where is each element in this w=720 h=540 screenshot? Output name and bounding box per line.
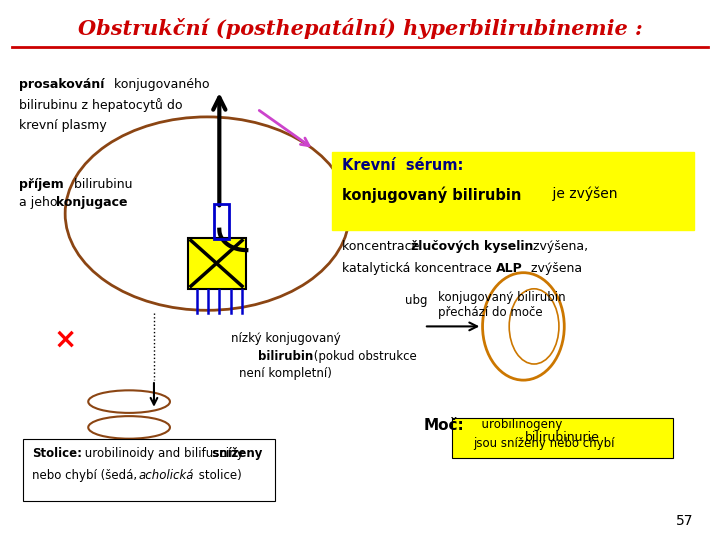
Text: krevní plasmy: krevní plasmy	[19, 118, 107, 132]
Text: acholická: acholická	[138, 469, 194, 482]
Text: bilirubin: bilirubin	[258, 349, 314, 362]
Text: bilirubinurie: bilirubinurie	[525, 431, 600, 444]
Text: 57: 57	[676, 514, 694, 528]
Text: žlučových kyselin: žlučových kyselin	[411, 240, 534, 253]
Text: sníženy: sníženy	[208, 447, 262, 460]
Text: není kompletní): není kompletní)	[239, 367, 332, 380]
Text: (pokud obstrukce: (pokud obstrukce	[310, 349, 417, 362]
Text: ubg: ubg	[405, 294, 428, 307]
FancyBboxPatch shape	[188, 238, 246, 289]
Text: urobilinogeny: urobilinogeny	[474, 418, 562, 431]
Text: konjugace: konjugace	[56, 196, 127, 209]
Text: stolice): stolice)	[195, 469, 242, 482]
Text: Stolice:: Stolice:	[32, 447, 82, 460]
Text: konjugovaný bilirubin
přechází do moče: konjugovaný bilirubin přechází do moče	[438, 292, 566, 320]
Text: Obstrukční (posthepatální) hyperbilirubinemie :: Obstrukční (posthepatální) hyperbilirubi…	[78, 17, 642, 38]
Text: Moč:: Moč:	[424, 418, 464, 433]
Text: koncentrace: koncentrace	[342, 240, 423, 253]
Text: nízký konjugovaný: nízký konjugovaný	[230, 332, 341, 345]
FancyBboxPatch shape	[332, 152, 694, 230]
Text: příjem: příjem	[19, 178, 64, 191]
Text: zvýšena,: zvýšena,	[529, 240, 588, 253]
Text: je zvýšen: je zvýšen	[548, 187, 618, 201]
Text: Krevní  sérum:: Krevní sérum:	[342, 158, 464, 173]
Text: bilirubinu: bilirubinu	[70, 178, 132, 191]
Text: nebo chybí (šedá,: nebo chybí (šedá,	[32, 469, 140, 482]
Text: konjugovaného: konjugovaného	[110, 78, 210, 91]
Text: ALP: ALP	[496, 262, 523, 275]
Text: ×: ×	[53, 326, 77, 354]
Text: bilirubinu z hepatocytů do: bilirubinu z hepatocytů do	[19, 98, 182, 112]
Text: zvýšena: zvýšena	[523, 262, 582, 275]
FancyBboxPatch shape	[22, 439, 275, 501]
Text: katalytická koncentrace: katalytická koncentrace	[342, 262, 496, 275]
Text: jsou sníženy nebo chybí: jsou sníženy nebo chybí	[474, 436, 615, 449]
Text: urobilinoidy and bilifusciny: urobilinoidy and bilifusciny	[81, 447, 244, 460]
Text: konjugovaný bilirubin: konjugovaný bilirubin	[342, 187, 521, 203]
FancyBboxPatch shape	[452, 418, 672, 458]
Text: a jeho: a jeho	[19, 196, 61, 209]
Text: prosakování: prosakování	[19, 78, 104, 91]
